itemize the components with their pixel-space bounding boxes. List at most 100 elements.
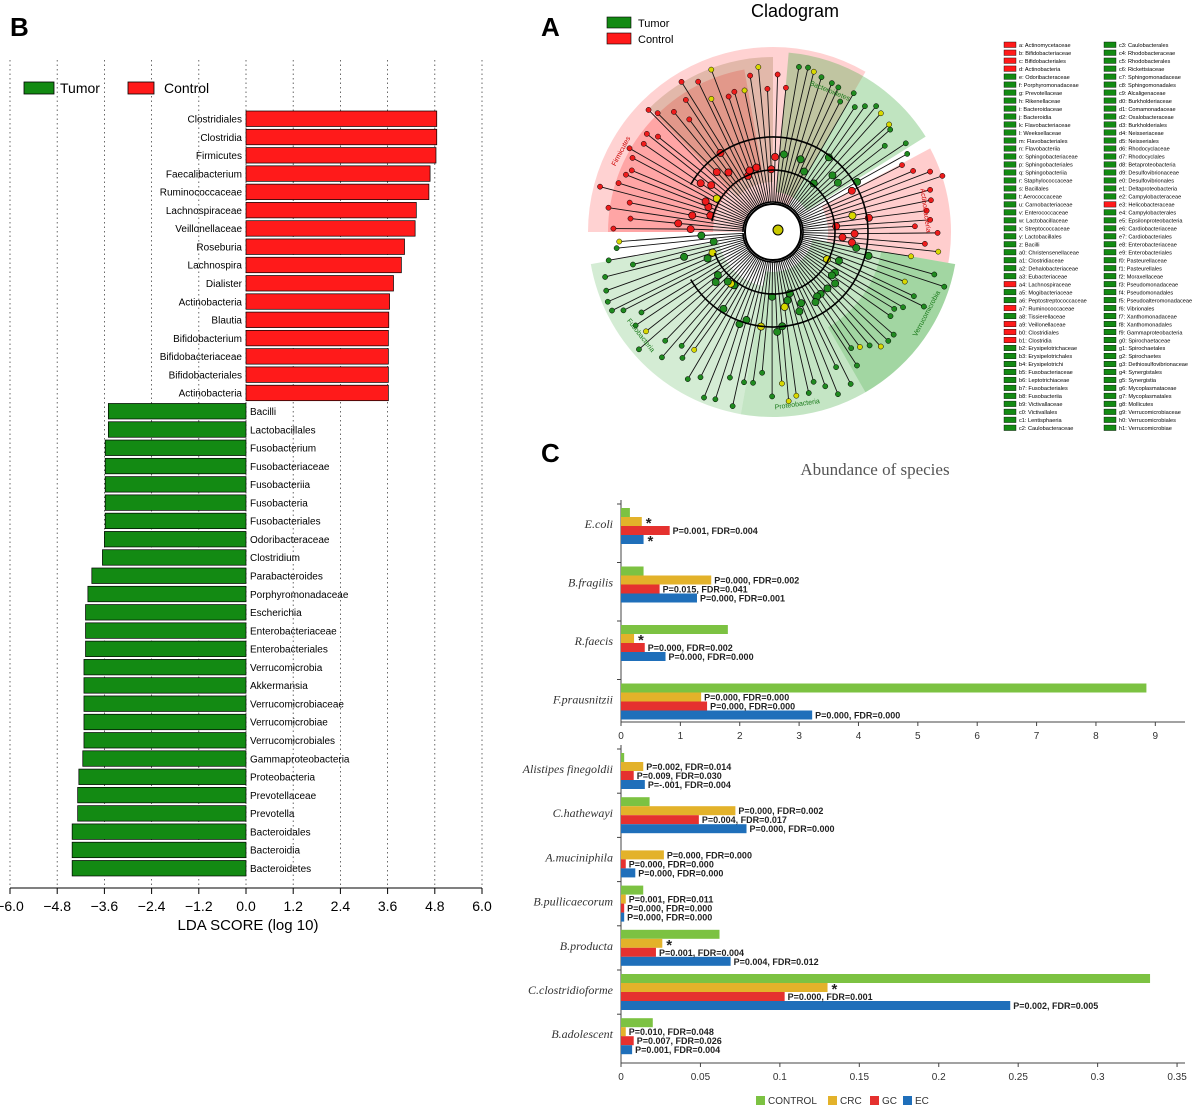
key-item-g2-spirochaetes: g2: Spirochaetes	[1119, 354, 1161, 360]
leaf-node	[848, 345, 855, 351]
branch	[681, 81, 759, 207]
significance-star: *	[638, 632, 644, 649]
key-item-e5-epsilonproteobacteria: e5: Epsilonproteobacteria	[1119, 219, 1183, 225]
leaf-node	[684, 376, 691, 382]
key-item-g4-synergistales: g4: Synergistales	[1119, 370, 1162, 376]
panel-label-a: A	[541, 12, 560, 42]
stat-annotation: P=0.007, FDR=0.026	[637, 1036, 722, 1046]
leaf-node	[662, 337, 669, 344]
inner-node	[838, 233, 847, 242]
bottom-bar-b-adolescent-crc	[621, 1027, 626, 1037]
key-item-f8-xanthomonadales: f8: Xanthomonadales	[1119, 322, 1172, 328]
leaf-node	[935, 248, 942, 255]
key-item-e3-helicobacteraceae: e3: Helicobacteraceae	[1119, 203, 1175, 209]
key-item-c5-rhodobacterales: c5: Rhodobacterales	[1119, 59, 1171, 65]
significance-star: *	[646, 515, 652, 532]
species-label-c-hathewayi: C.hathewayi	[553, 806, 613, 820]
key-swatch	[1003, 193, 1017, 200]
legend-label-control: CONTROL	[768, 1096, 817, 1107]
leaf-node	[796, 64, 802, 70]
key-item-c-bifidobacteriales: c: Bifidobacteriales	[1019, 59, 1066, 65]
bar-blautia	[245, 311, 390, 328]
key-item-e6-cardiobacteriaceae: e6: Cardiobacteriaceae	[1119, 227, 1177, 233]
key-item-b9-victivallaceae: b9: Victivallaceae	[1019, 402, 1062, 408]
bottom-bar-alistipes-finegoldii-control	[621, 753, 625, 762]
wheel-inner-ring	[744, 203, 802, 261]
key-swatch	[1103, 424, 1117, 431]
key-swatch	[1103, 289, 1117, 296]
branch	[749, 75, 770, 203]
bottom-bar-a-muciniphila-crc	[621, 850, 664, 860]
leaf-node	[910, 168, 916, 174]
bar-enterobacteriaceae	[85, 622, 247, 639]
key-swatch	[1003, 145, 1017, 152]
bottom-bar-b-pullicaecorum-ec	[621, 912, 625, 922]
key-item-d0-burkholderiaceae: d0: Burkholderiaceae	[1119, 99, 1172, 105]
bar-verrucomicrobiaceae	[83, 695, 247, 712]
x-tick-label: −2.4	[138, 898, 166, 914]
leaf-node	[769, 393, 775, 400]
bar-actinobacteria	[245, 293, 390, 310]
key-swatch	[1103, 41, 1117, 48]
bottom-bar-c-clostridioforme-control	[621, 974, 1151, 983]
inner-node	[831, 279, 840, 288]
leaf-node	[805, 390, 812, 396]
key-item-g-prevotellaceae: g: Prevotellaceae	[1019, 91, 1062, 97]
leaf-node	[616, 238, 623, 245]
bar-akkermansia	[83, 677, 247, 694]
x-tick-label: 4	[856, 731, 862, 742]
key-item-g7-mycoplasmatales: g7: Mycoplasmatales	[1119, 394, 1172, 400]
inner-node	[833, 178, 842, 187]
key-item-w-lactobacillaceae: w: Lactobacillaceae	[1018, 219, 1068, 225]
leaf-node	[818, 74, 825, 81]
key-item-c0-victivallales: c0: Victivallales	[1019, 410, 1057, 416]
key-item-b8-fusobacteriia: b8: Fusobacteriia	[1019, 394, 1063, 400]
key-item-f-porphyromonadaceae: f: Porphyromonadaceae	[1019, 83, 1079, 89]
bottom-bar-c-hathewayi-ec	[621, 824, 747, 834]
x-tick-label: 0.35	[1167, 1072, 1187, 1083]
stat-annotation: P=0.000, FDR=0.000	[638, 868, 723, 878]
leaf-node	[741, 87, 748, 94]
leaf-node	[939, 173, 946, 179]
bar-label-bacteroidales: Bacteroidales	[250, 827, 311, 838]
bottom-bar-b-adolescent-control	[621, 1018, 653, 1028]
bar-faecalibacterium	[245, 165, 431, 182]
key-swatch	[1003, 105, 1017, 112]
bar-label-clostridia: Clostridia	[200, 133, 242, 144]
stat-annotation: P=0.000, FDR=0.000	[627, 904, 712, 914]
key-item-z-bacilli: z: Bacilli	[1019, 243, 1040, 249]
species-label-b-adolescent: B.adolescent	[551, 1027, 613, 1041]
branch	[798, 246, 904, 308]
key-item-x-streptococcaceae: x: Streptococcaceae	[1019, 227, 1070, 233]
leaf-node	[697, 374, 704, 381]
stat-annotation: P=0.004, FDR=0.017	[702, 815, 787, 825]
inner-node	[773, 327, 782, 336]
key-swatch	[1103, 129, 1117, 136]
branch	[761, 261, 772, 373]
key-swatch	[1103, 121, 1117, 128]
inner-node	[697, 231, 706, 240]
leaf-node	[604, 298, 611, 305]
key-item-e-odoribacteraceae: e: Odoribacteraceae	[1019, 75, 1070, 81]
stat-annotation: P=0.000, FDR=0.000	[704, 693, 789, 703]
key-item-e1-deltaproteobacteria: e1: Deltaproteobacteria	[1119, 187, 1178, 193]
bar-enterobacteriales	[85, 640, 247, 657]
leaf-node	[901, 278, 908, 285]
key-swatch	[1103, 345, 1117, 351]
key-item-a5-mogibacteriaceae: a5: Mogibacteriaceae	[1019, 290, 1073, 296]
branch	[781, 77, 822, 204]
abundance-chart: Abundance of species 0 1 2 3 4 5 6 7 8 9E.coli * P=…	[522, 460, 1188, 1107]
branch	[641, 247, 748, 313]
x-tick-label: 0.3	[1091, 1072, 1105, 1083]
branch	[673, 111, 755, 210]
key-item-c7-sphingomonadaceae: c7: Sphingomonadaceae	[1119, 75, 1181, 81]
legend-label-crc: CRC	[840, 1096, 862, 1107]
key-swatch	[1103, 392, 1117, 399]
leaf-node	[902, 140, 909, 147]
branch	[794, 252, 889, 342]
leaf-node	[835, 84, 842, 91]
stat-annotation: P=0.000, FDR=0.000	[750, 824, 835, 834]
bar-label-enterobacteriales: Enterobacteriales	[250, 645, 328, 656]
key-item-a3-eubacteriaceae: a3: Eubacteriaceae	[1019, 274, 1067, 280]
branch	[800, 171, 931, 222]
